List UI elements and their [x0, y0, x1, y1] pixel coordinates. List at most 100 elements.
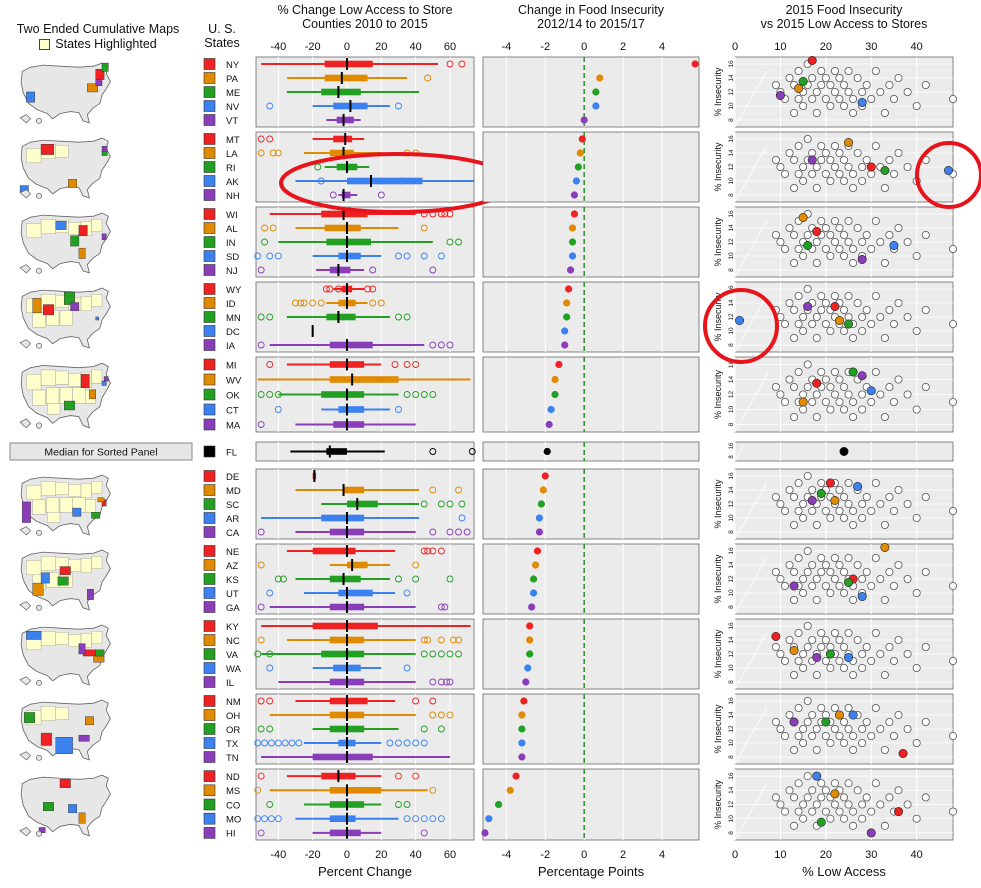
scatter-background-point — [871, 704, 880, 713]
highlighted-state — [59, 310, 73, 326]
state-label: IN — [226, 238, 236, 249]
alaska-inset — [19, 418, 32, 429]
highlighted-state — [84, 499, 96, 513]
us-mini-map — [19, 287, 111, 349]
scatter-background-point — [821, 506, 830, 515]
highlighted-state — [26, 374, 42, 391]
scatter-background-point — [826, 81, 835, 90]
scatter-background-point — [812, 725, 821, 734]
scatter-y-tick-label: 10 — [728, 406, 735, 414]
scatter-background-point — [817, 291, 826, 300]
scatter-y-tick-label: 12 — [728, 500, 735, 508]
scatter-background-point — [776, 162, 785, 171]
hawaii-inset — [36, 604, 42, 611]
state-label: AL — [226, 224, 238, 235]
scatter-reference-line — [734, 295, 767, 353]
scatter-background-point — [776, 800, 785, 809]
scatter-reference-line — [734, 220, 767, 278]
scatter-background-point — [817, 81, 826, 90]
sorted-state — [40, 732, 52, 746]
box-outlier — [429, 266, 437, 274]
scatter-background-point — [808, 74, 817, 83]
scatter-y-tick-label: 10 — [728, 514, 735, 522]
state-label: RI — [226, 163, 236, 174]
scatter-y-tick-label: 14 — [728, 636, 735, 644]
scatter-background-point — [826, 664, 835, 673]
scatter-background-point — [785, 375, 794, 384]
box-outlier — [257, 829, 265, 837]
box-outlier — [326, 285, 334, 293]
scatter-background-point — [826, 739, 835, 748]
state-swatch — [203, 784, 216, 797]
scatter-background-point — [790, 155, 799, 164]
scatter-background-point — [803, 718, 812, 727]
box-outlier — [395, 739, 402, 747]
scatter-background-point — [894, 485, 903, 494]
box-outlier — [257, 135, 265, 143]
scatter-background-point — [858, 326, 867, 335]
box-outlier — [257, 725, 265, 733]
box-outlier — [322, 285, 330, 293]
box-outlier — [395, 313, 402, 321]
scatter-y-tick-label: 16 — [728, 210, 735, 218]
box-outlier — [292, 299, 299, 307]
insecurity-dot — [522, 678, 530, 686]
scatter-highlight-point — [825, 478, 835, 488]
scatter-background-point — [844, 67, 853, 76]
scatter-background-point — [790, 258, 799, 267]
scatter-background-point — [821, 657, 830, 666]
scatter-tick-label-bottom: 30 — [865, 849, 877, 861]
scatter-background-point — [830, 725, 839, 734]
box-outlier — [267, 815, 275, 823]
scatter-background-point — [867, 244, 876, 253]
insecurity-dot — [572, 177, 581, 185]
scatter-background-point — [867, 582, 876, 591]
box-outlier — [266, 650, 274, 658]
scatter-background-point — [790, 596, 799, 605]
scatter-background-point — [949, 95, 958, 104]
box-outlier — [403, 252, 411, 260]
box-outlier — [446, 528, 454, 536]
scatter-background-point — [830, 554, 839, 563]
scatter-background-point — [790, 412, 799, 421]
scatter-background-point — [885, 492, 894, 501]
scatter-highlight-point — [839, 446, 849, 456]
scatter-highlight-point — [830, 789, 840, 799]
scatter-highlight-point — [807, 155, 817, 165]
box-outlier — [420, 650, 428, 658]
hawaii-inset — [36, 830, 42, 837]
scatter-background-point — [894, 298, 903, 307]
scatter-background-point — [885, 382, 894, 391]
scatter-y-tick-label: 10 — [728, 589, 735, 597]
scatter-background-point — [776, 237, 785, 246]
state-label: NC — [226, 636, 240, 647]
box-outlier — [261, 815, 269, 823]
box-outlier — [274, 739, 282, 747]
state-label: WV — [226, 375, 242, 386]
state-label: WA — [226, 664, 242, 675]
state-label: ND — [226, 772, 240, 783]
scatter-highlight-point — [803, 301, 813, 311]
state-swatch — [203, 798, 216, 811]
box-outlier — [334, 285, 342, 293]
box-outlier — [395, 575, 402, 583]
scatter-background-point — [844, 725, 853, 734]
state-swatch — [203, 445, 216, 458]
box-outlier — [429, 650, 437, 658]
box-outlier — [437, 711, 445, 719]
insecurity-dot — [541, 472, 549, 480]
scatter-background-point — [803, 697, 812, 706]
insecurity-tick-label-top: -4 — [501, 41, 511, 53]
scatter-background-point — [812, 183, 821, 192]
scatter-background-point — [812, 162, 821, 171]
alaska-inset — [19, 526, 32, 536]
us-mini-map — [19, 137, 111, 199]
scatter-background-point — [853, 74, 862, 83]
box-outlier — [257, 341, 265, 349]
insecurity-dot — [543, 447, 551, 456]
box-outlier — [437, 603, 445, 611]
scatter-background-point — [880, 596, 889, 605]
scatter-background-point — [794, 779, 803, 788]
scatter-background-point — [821, 807, 830, 816]
annotation-circle — [915, 141, 981, 209]
